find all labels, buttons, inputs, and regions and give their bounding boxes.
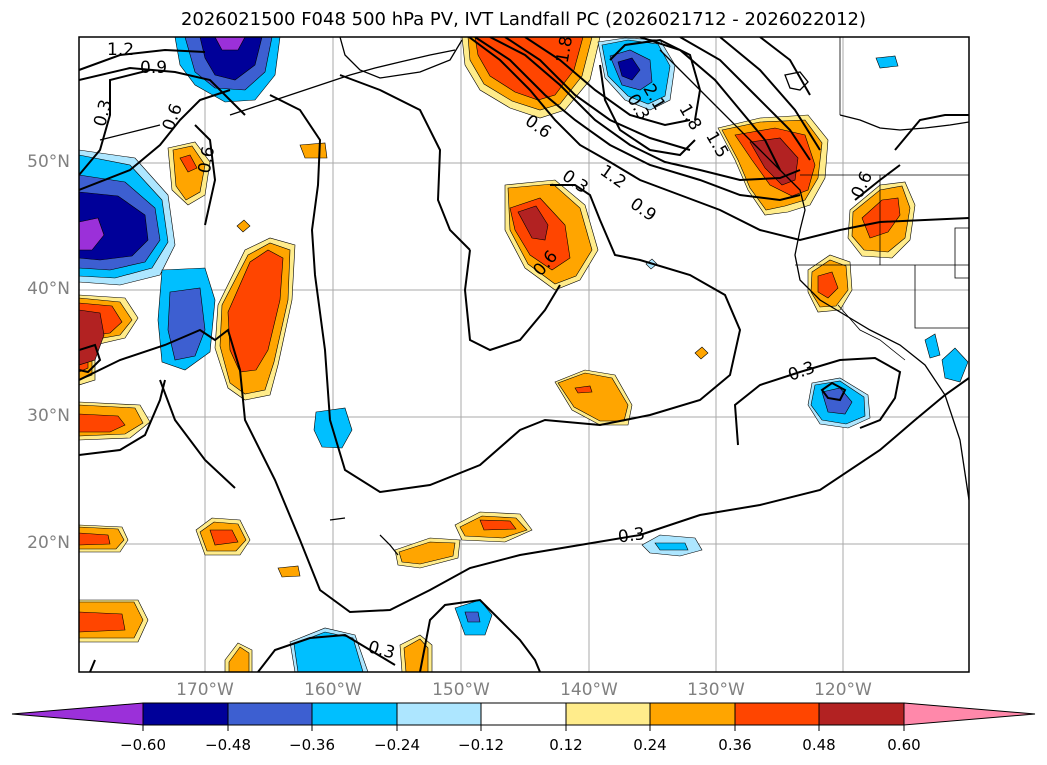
political-borders — [795, 37, 969, 361]
colorbar-tick-label: 0.48 — [802, 736, 836, 754]
colorbar — [11, 702, 1036, 726]
colorbar-bin — [734, 702, 820, 726]
colorbar-bin — [565, 702, 651, 726]
contour-label: 0.9 — [626, 194, 660, 226]
colorbar-tick-label: −0.48 — [205, 736, 251, 754]
lon-label: 120°W — [814, 680, 872, 700]
colorbar-bin — [649, 702, 736, 726]
lon-label: 170°W — [176, 680, 234, 700]
lon-label: 140°W — [560, 680, 618, 700]
coastlines — [99, 37, 969, 556]
pv-anomaly-fills — [79, 37, 969, 672]
lat-label: 30°N — [27, 406, 70, 426]
contour-label: 1.8 — [553, 35, 577, 65]
colorbar-bin — [311, 702, 398, 726]
colorbar-bin — [480, 702, 567, 726]
lat-label: 50°N — [27, 152, 70, 172]
colorbar-bin — [227, 702, 313, 726]
contour-label: 0.6 — [521, 111, 555, 143]
colorbar-bin — [818, 702, 905, 726]
contour-label: 0.3 — [786, 358, 818, 386]
lat-label: 20°N — [27, 533, 70, 553]
pv-contours — [79, 37, 969, 672]
lon-label: 130°W — [687, 680, 745, 700]
colorbar-over — [903, 702, 1036, 726]
contour-label: 0.6 — [195, 145, 219, 175]
colorbar-tick-label: 0.60 — [887, 736, 921, 754]
colorbar-tick-label: 0.36 — [718, 736, 752, 754]
contour-label: 0.9 — [140, 58, 167, 78]
contour-label: 0.3 — [90, 98, 116, 129]
lon-label: 150°W — [432, 680, 490, 700]
contour-label: 1.2 — [107, 40, 134, 60]
map-title: 2026021500 F048 500 hPa PV, IVT Landfall… — [180, 9, 867, 30]
colorbar-tick-label: 0.12 — [549, 736, 583, 754]
colorbar-bin — [396, 702, 482, 726]
contour-label: 0.6 — [159, 101, 187, 133]
colorbar-tick-label: −0.60 — [120, 736, 166, 754]
contour-label: 0.3 — [366, 637, 397, 663]
colorbar-under — [11, 702, 144, 726]
gridlines — [79, 37, 969, 672]
contour-label: 1.8 — [674, 101, 705, 134]
lat-label: 40°N — [27, 279, 70, 299]
colorbar-bin — [142, 702, 229, 726]
colorbar-tick-label: −0.36 — [289, 736, 335, 754]
colorbar-tick-label: 0.24 — [633, 736, 667, 754]
colorbar-ticks — [142, 725, 905, 731]
colorbar-tick-label: −0.12 — [458, 736, 504, 754]
contour-label: 1.2 — [596, 161, 630, 193]
contour-label: 0.3 — [617, 524, 647, 548]
lon-label: 160°W — [304, 680, 362, 700]
colorbar-tick-label: −0.24 — [374, 736, 420, 754]
map-frame — [78, 36, 970, 673]
